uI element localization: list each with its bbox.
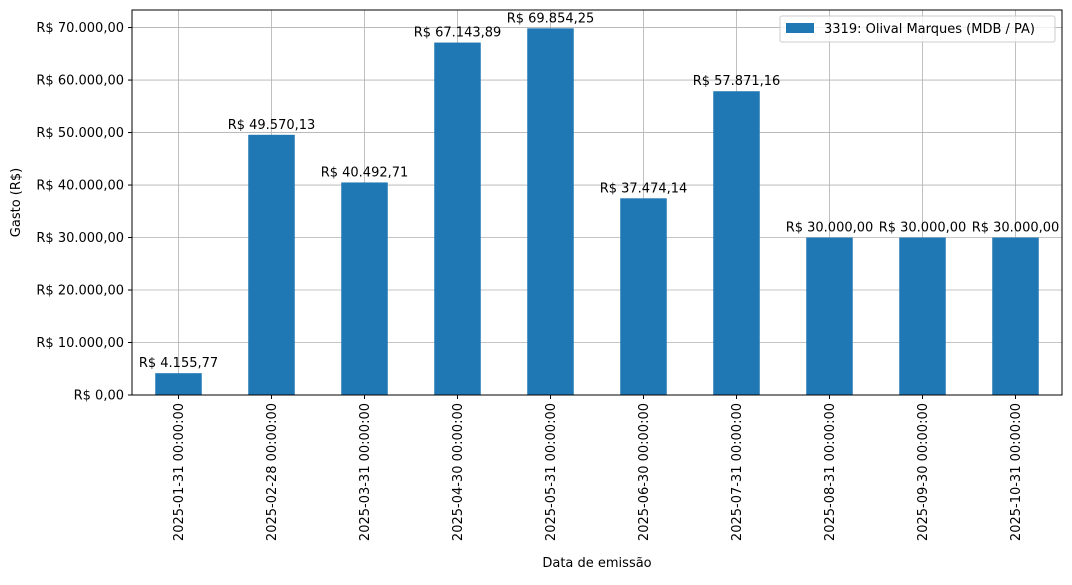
y-axis-title: Gasto (R$): [9, 168, 24, 237]
x-tick-label: 2025-06-30 00:00:00: [637, 403, 652, 541]
x-tick-label: 2025-09-30 00:00:00: [916, 403, 931, 541]
y-tick-label: R$ 20.000,00: [36, 284, 124, 299]
legend-label: 3319: Olival Marques (MDB / PA): [824, 22, 1035, 37]
x-tick-label: 2025-01-31 00:00:00: [172, 403, 187, 541]
data-label: R$ 69.854,25: [507, 11, 595, 26]
x-tick-label: 2025-04-30 00:00:00: [451, 403, 466, 541]
x-tick-label: 2025-03-31 00:00:00: [358, 403, 373, 541]
data-label: R$ 67.143,89: [414, 26, 502, 41]
data-label: R$ 49.570,13: [228, 118, 316, 133]
bar: [527, 28, 574, 395]
bar: [899, 237, 946, 395]
x-tick-label: 2025-05-31 00:00:00: [544, 403, 559, 541]
bars: [155, 28, 1039, 396]
x-axis-ticks: 2025-01-31 00:00:00 2025-02-28 00:00:00 20…: [172, 395, 1024, 541]
x-axis-title: Data de emissão: [542, 556, 651, 571]
bar: [620, 198, 667, 395]
data-label: R$ 30.000,00: [972, 221, 1060, 236]
bar: [713, 91, 760, 395]
y-tick-label: R$ 40.000,00: [36, 179, 124, 194]
y-tick-label: R$ 0,00: [74, 389, 124, 404]
plot-frame: [131, 9, 1063, 396]
y-axis-ticks: R$ 0,00 R$ 10.000,00 R$ 20.000,00 R$ 30.000…: [36, 21, 132, 404]
x-tick-label: 2025-10-31 00:00:00: [1009, 403, 1024, 541]
x-tick-label: 2025-07-31 00:00:00: [730, 403, 745, 541]
bar: [155, 373, 202, 395]
bar: [341, 182, 388, 395]
y-tick-label: R$ 30.000,00: [36, 231, 124, 246]
bar: [992, 237, 1039, 395]
y-tick-label: R$ 60.000,00: [36, 74, 124, 89]
x-tick-label: 2025-08-31 00:00:00: [823, 403, 838, 541]
legend-box: [779, 15, 1056, 43]
x-tick-label: 2025-02-28 00:00:00: [265, 403, 280, 541]
bar: [434, 42, 481, 395]
data-label: R$ 30.000,00: [786, 221, 874, 236]
legend-swatch: [786, 23, 814, 33]
bar: [248, 134, 295, 396]
y-tick-label: R$ 10.000,00: [36, 336, 124, 351]
data-label: R$ 37.474,14: [600, 181, 688, 196]
data-label: R$ 57.871,16: [693, 74, 781, 89]
y-tick-label: R$ 50.000,00: [36, 126, 124, 141]
data-label: R$ 30.000,00: [879, 221, 967, 236]
legend: 3319: Olival Marques (MDB / PA): [779, 15, 1056, 43]
bar: [806, 237, 853, 395]
data-label: R$ 40.492,71: [321, 165, 409, 180]
y-tick-label: R$ 70.000,00: [36, 21, 124, 36]
data-label: R$ 4.155,77: [139, 356, 218, 371]
data-labels: R$ 4.155,77 R$ 49.570,13 R$ 40.492,71 R$ 67…: [139, 11, 1059, 371]
